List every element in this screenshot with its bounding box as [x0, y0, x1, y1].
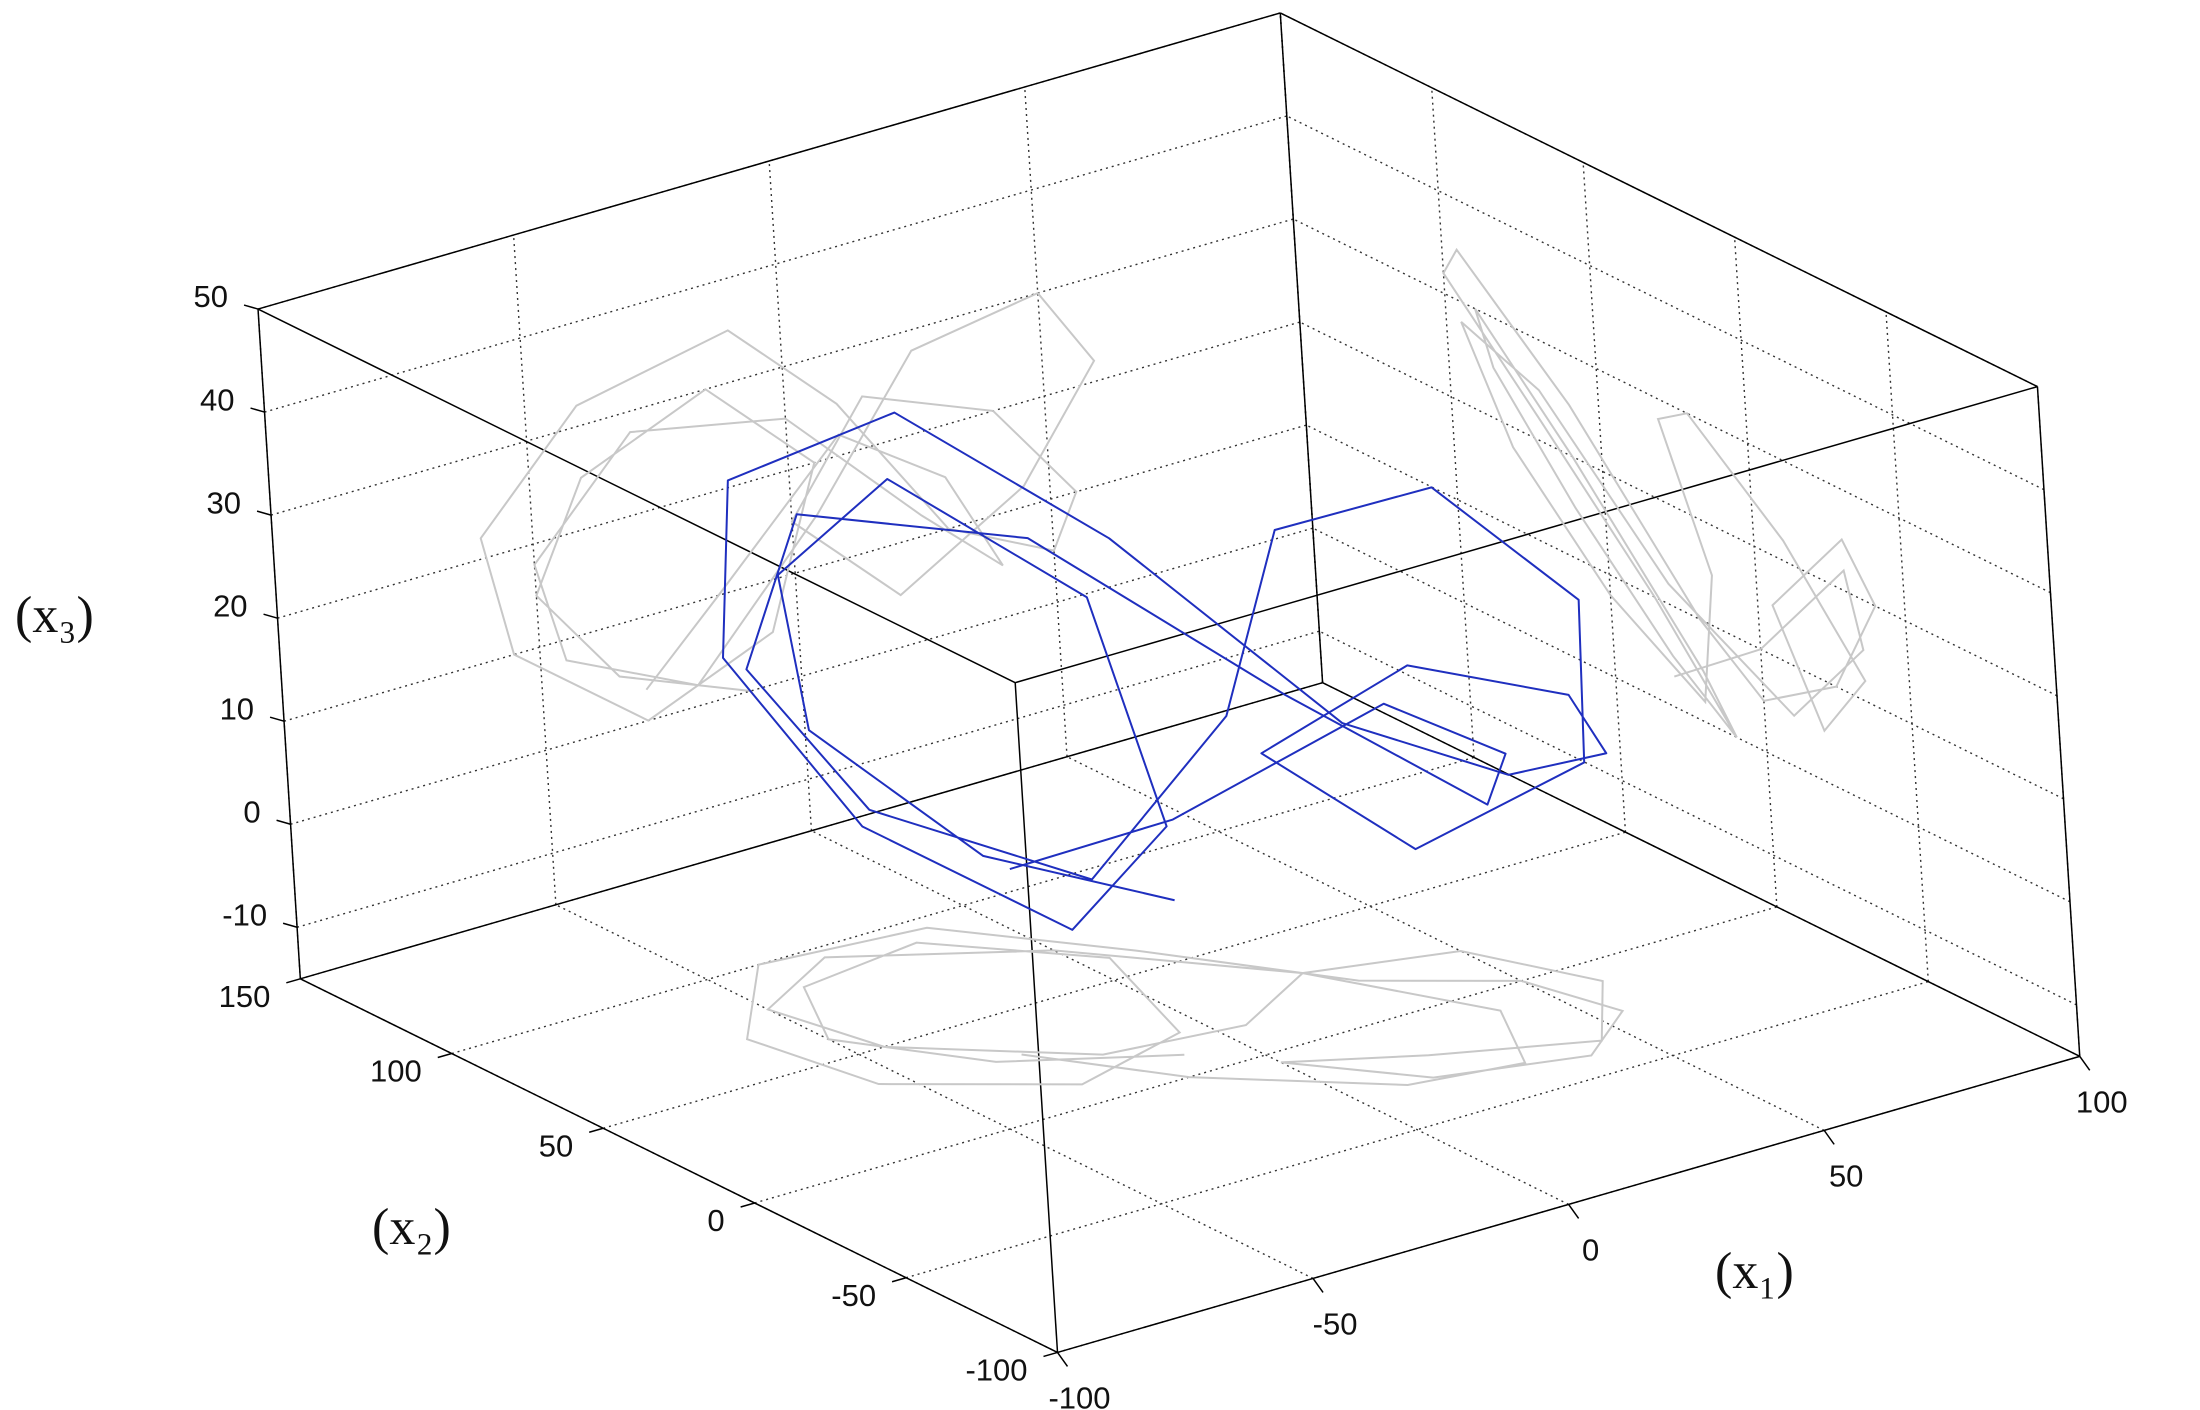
grid-line [1024, 86, 1068, 757]
x-tick-label: 0 [1582, 1233, 1599, 1268]
z-tick [269, 716, 285, 722]
x-axis-label: (x₁) [1715, 1243, 1794, 1300]
box-edge [1014, 385, 2038, 684]
grid-line [1286, 115, 2045, 491]
box-edge [300, 681, 1323, 980]
x-tick-label: -100 [1048, 1381, 1110, 1410]
x-tick-label: -50 [1313, 1307, 1358, 1342]
x-tick [1056, 1352, 1069, 1367]
grid-line [555, 904, 1314, 1280]
box-edge [2036, 386, 2081, 1057]
grid-line [1299, 321, 2058, 697]
x-tick-label: 100 [2076, 1085, 2128, 1120]
y-tick [740, 1202, 755, 1208]
grid-line [768, 160, 813, 831]
trajectory [721, 411, 1608, 931]
projection-x1-x3 [479, 291, 1096, 722]
z-tick [256, 510, 272, 516]
grid-line [1733, 237, 1778, 907]
y-tick-label: 0 [707, 1203, 724, 1238]
grid-line [1066, 756, 1825, 1132]
grid-line [451, 756, 1475, 1055]
grid-line [1582, 162, 1627, 833]
z-axis-label: (x₃) [15, 587, 94, 644]
z-tick-label: 40 [200, 382, 234, 417]
grid-line [1292, 218, 2051, 594]
x-tick-label: 50 [1829, 1159, 1863, 1194]
z-tick [250, 407, 265, 413]
grid-line [1431, 87, 1475, 758]
z-tick-label: 30 [207, 485, 241, 520]
z-tick [243, 304, 259, 310]
z-tick-label: 20 [213, 588, 247, 623]
box-edge [1279, 12, 1324, 683]
y-tick-label: 150 [219, 979, 271, 1014]
grid-line [1312, 527, 2071, 903]
z-tick-label: -10 [222, 897, 267, 932]
grid-line [290, 527, 1314, 825]
y-tick-label: -100 [965, 1353, 1027, 1388]
z-tick-label: 10 [220, 691, 254, 726]
z-tick [282, 922, 298, 929]
y-tick [588, 1127, 604, 1133]
y-tick [437, 1052, 452, 1059]
grid-line [512, 234, 557, 905]
z-tick [263, 613, 278, 619]
y-axis-label: (x₂) [372, 1199, 451, 1256]
projection-x2-x3 [1442, 247, 1877, 739]
grid-line [296, 630, 1320, 928]
box-edge [1014, 682, 1059, 1353]
grid-line [264, 115, 1287, 413]
y-tick-label: 100 [370, 1054, 422, 1089]
projection-x1-x2 [745, 926, 1625, 1086]
y-tick [286, 978, 301, 984]
grid-line [811, 830, 1569, 1206]
y-tick [891, 1276, 907, 1283]
box-edge [257, 308, 1016, 684]
z-tick-label: 0 [243, 794, 260, 829]
y-tick-label: 50 [539, 1128, 573, 1163]
grid-line [1319, 630, 2077, 1006]
box-edge [257, 309, 302, 979]
box-edge [299, 978, 1058, 1354]
box-edge [1279, 12, 2038, 388]
box-edge [257, 12, 1281, 310]
x-tick [1312, 1277, 1324, 1293]
box-edge [1057, 1055, 2080, 1354]
x-tick [1568, 1203, 1580, 1219]
y-tick [1043, 1351, 1058, 1358]
z-tick [276, 819, 291, 825]
grid-line [1306, 424, 2064, 800]
x-tick [2079, 1055, 2091, 1071]
box-edge [1322, 682, 2081, 1058]
z-tick-label: 50 [194, 279, 228, 314]
y-tick-label: -50 [831, 1278, 876, 1313]
x-tick [1823, 1129, 1835, 1145]
grid-line [1885, 311, 1930, 982]
